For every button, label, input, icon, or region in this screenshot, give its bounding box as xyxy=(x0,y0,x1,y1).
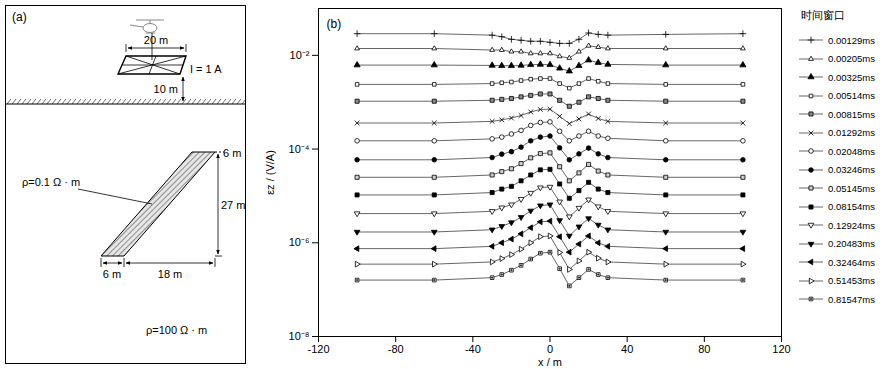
html-text:0.51453ms: 0.51453ms xyxy=(828,275,875,287)
svg-text:ρ=0.1 Ω · m: ρ=0.1 Ω · m xyxy=(22,176,80,188)
svg-text:120: 120 xyxy=(772,343,790,355)
html-text:0.02048ms: 0.02048ms xyxy=(828,145,875,157)
svg-text:(b): (b) xyxy=(327,17,342,31)
svg-text:10 m: 10 m xyxy=(154,83,178,95)
html-text:0.81547ms: 0.81547ms xyxy=(828,293,875,305)
svg-text:ρ=100 Ω · m: ρ=100 Ω · m xyxy=(146,324,207,336)
svg-text:0: 0 xyxy=(547,343,553,355)
html-text:0.00325ms: 0.00325ms xyxy=(828,71,875,83)
svg-text:-80: -80 xyxy=(388,343,404,355)
svg-text:I = 1 A: I = 1 A xyxy=(190,63,222,75)
html-text:时间窗口: 时间窗口 xyxy=(801,9,845,21)
html-text:0.01292ms: 0.01292ms xyxy=(828,127,875,139)
html-text:0.12924ms: 0.12924ms xyxy=(828,219,875,231)
html-text:0.00815ms: 0.00815ms xyxy=(828,108,875,120)
svg-text:27 m: 27 m xyxy=(221,199,245,211)
svg-text:6 m: 6 m xyxy=(223,147,241,159)
svg-text:40: 40 xyxy=(621,343,633,355)
html-text:0.00205ms: 0.00205ms xyxy=(828,53,875,65)
svg-text:10⁻⁴: 10⁻⁴ xyxy=(289,143,310,155)
svg-text:10⁻²: 10⁻² xyxy=(290,49,310,61)
svg-text:-40: -40 xyxy=(465,343,481,355)
svg-text:(a): (a) xyxy=(12,10,27,24)
html-text:0.20483ms: 0.20483ms xyxy=(828,238,875,250)
svg-text:10⁻⁶: 10⁻⁶ xyxy=(289,236,310,248)
html-text:0.05145ms: 0.05145ms xyxy=(828,182,875,194)
svg-text:80: 80 xyxy=(698,343,710,355)
svg-text:10⁻⁸: 10⁻⁸ xyxy=(289,330,310,342)
svg-text:εz / (V/A): εz / (V/A) xyxy=(264,150,276,195)
svg-text:6 m: 6 m xyxy=(103,268,121,280)
html-text:0.08154ms: 0.08154ms xyxy=(828,201,875,213)
svg-text:x / m: x / m xyxy=(538,356,562,368)
html-text:0.00129ms: 0.00129ms xyxy=(828,34,875,46)
html-text:0.00514ms: 0.00514ms xyxy=(828,90,875,102)
svg-text:18 m: 18 m xyxy=(158,268,182,280)
html-text:0.03246ms: 0.03246ms xyxy=(828,164,875,176)
html-text:0.32464ms: 0.32464ms xyxy=(828,256,875,268)
svg-text:-120: -120 xyxy=(307,343,329,355)
svg-text:20 m: 20 m xyxy=(144,34,168,46)
